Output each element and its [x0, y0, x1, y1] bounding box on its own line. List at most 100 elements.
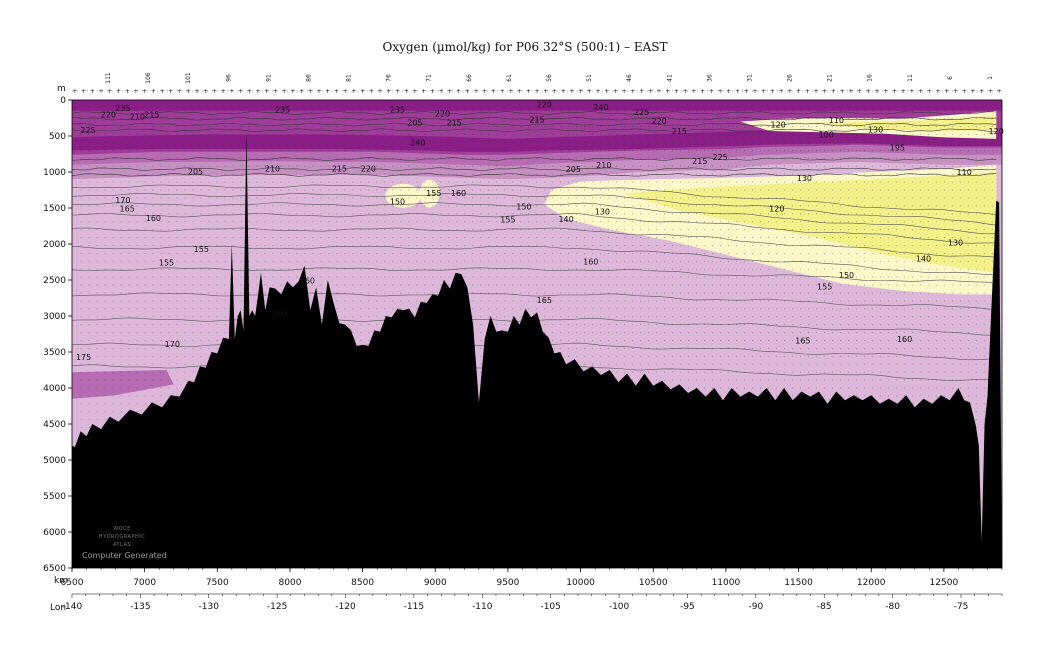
station-mark: +: [369, 88, 374, 95]
contour-label: 165: [795, 337, 810, 346]
station-number: 101: [185, 72, 192, 84]
contour-label: 210: [130, 113, 145, 122]
contour-label: 130: [868, 126, 883, 135]
contour-line: [71, 184, 997, 216]
lon-tick-label: -90: [748, 602, 763, 612]
station-mark: +: [726, 88, 731, 95]
station-number: 6: [947, 76, 954, 80]
station-number: 1: [987, 76, 994, 80]
station-mark: +: [473, 88, 478, 95]
station-mark: +: [561, 88, 566, 95]
station-mark: +: [221, 88, 226, 95]
logo-text: HYDROGRAPHIC: [99, 534, 145, 540]
y-tick-label: 1000: [43, 168, 66, 178]
contour-label: 215: [144, 110, 159, 119]
station-mark: +: [404, 88, 409, 95]
y-tick-label: 2000: [43, 240, 66, 250]
contour-label: 215: [529, 115, 544, 124]
station-number: 46: [626, 74, 633, 82]
station-number: 26: [787, 74, 794, 82]
station-mark: +: [99, 88, 104, 95]
station-mark: +: [596, 88, 601, 95]
contour-label: 110: [829, 116, 844, 125]
contour-label: 225: [80, 126, 95, 135]
low-o2-pocket: [419, 179, 440, 208]
station-mark: +: [378, 88, 383, 95]
contour-label: 220: [435, 110, 450, 119]
x-tick-label: 12000: [857, 578, 886, 588]
contour-label: 140: [916, 254, 931, 263]
contour-label: 155: [159, 259, 174, 268]
station-mark: +: [857, 88, 862, 95]
station-mark: +: [927, 88, 932, 95]
station-mark: +: [439, 88, 444, 95]
contour-label: 140: [558, 215, 573, 224]
station-mark: +: [151, 88, 156, 95]
station-mark: +: [848, 88, 853, 95]
station-mark: +: [430, 88, 435, 95]
station-mark: +: [752, 88, 757, 95]
station-mark: +: [360, 88, 365, 95]
station-mark: +: [648, 88, 653, 95]
station-mark: +: [282, 88, 287, 95]
contour-label: 215: [672, 127, 687, 136]
station-mark: +: [456, 88, 461, 95]
station-mark: +: [630, 88, 635, 95]
contour-label: 170: [115, 196, 130, 205]
station-mark: +: [709, 88, 714, 95]
y-tick-label: 0: [60, 96, 66, 106]
axes-layer: 0 500 1000 1500 2000 2500 3000 3500 4000 4500 5000…: [43, 72, 1003, 613]
station-mark: +: [526, 88, 531, 95]
station-mark: +: [552, 88, 557, 95]
station-mark: +: [343, 88, 348, 95]
contour-label: 215: [332, 164, 347, 173]
station-mark: +: [491, 88, 496, 95]
contour-label: 160: [897, 335, 912, 344]
station-mark: +: [700, 88, 705, 95]
station-mark: +: [997, 88, 1002, 95]
station-mark: +: [116, 88, 121, 95]
x-tick-label: 7000: [133, 578, 156, 588]
lon-tick-label: -85: [817, 602, 832, 612]
contour-label: 100: [819, 131, 834, 140]
station-mark: +: [534, 88, 539, 95]
contour-label: 155: [194, 245, 209, 254]
lon-tick-label: -110: [472, 602, 493, 612]
station-mark: +: [578, 88, 583, 95]
station-mark: +: [970, 88, 975, 95]
station-number: 86: [305, 74, 312, 82]
station-mark: +: [334, 88, 339, 95]
contour-label: 150: [390, 198, 405, 207]
station-mark: +: [317, 88, 322, 95]
station-mark: +: [604, 88, 609, 95]
station-mark: +: [160, 88, 165, 95]
contour-label: 235: [115, 104, 130, 113]
deep-west-band: [72, 370, 174, 399]
y-tick-label: 6500: [43, 564, 66, 574]
lon-tick-label: -105: [540, 602, 560, 612]
x-tick-label: 11000: [712, 578, 741, 588]
station-number: 66: [466, 74, 473, 82]
station-mark: +: [744, 88, 749, 95]
station-mark: +: [177, 88, 182, 95]
station-mark: +: [142, 88, 147, 95]
contour-line: [71, 213, 997, 244]
contour-label: 160: [583, 257, 598, 266]
station-number: 36: [706, 74, 713, 82]
station-mark: +: [587, 88, 592, 95]
x-tick-label: 9500: [496, 578, 519, 588]
contour-label: 205: [566, 165, 581, 174]
station-mark: +: [229, 88, 234, 95]
contour-label: 165: [120, 205, 135, 214]
contour-label: 210: [265, 164, 280, 173]
lon-axis-unit: Lon: [50, 603, 66, 613]
y-tick-label: 4500: [43, 420, 66, 430]
y-tick-label: 6000: [43, 528, 66, 538]
station-mark: +: [683, 88, 688, 95]
station-number: 71: [426, 74, 433, 82]
watermark-logo: WOCE HYDROGRAPHIC ATLAS Computer Generated: [82, 526, 167, 560]
station-mark: +: [517, 88, 522, 95]
contour-label: 220: [361, 164, 376, 173]
